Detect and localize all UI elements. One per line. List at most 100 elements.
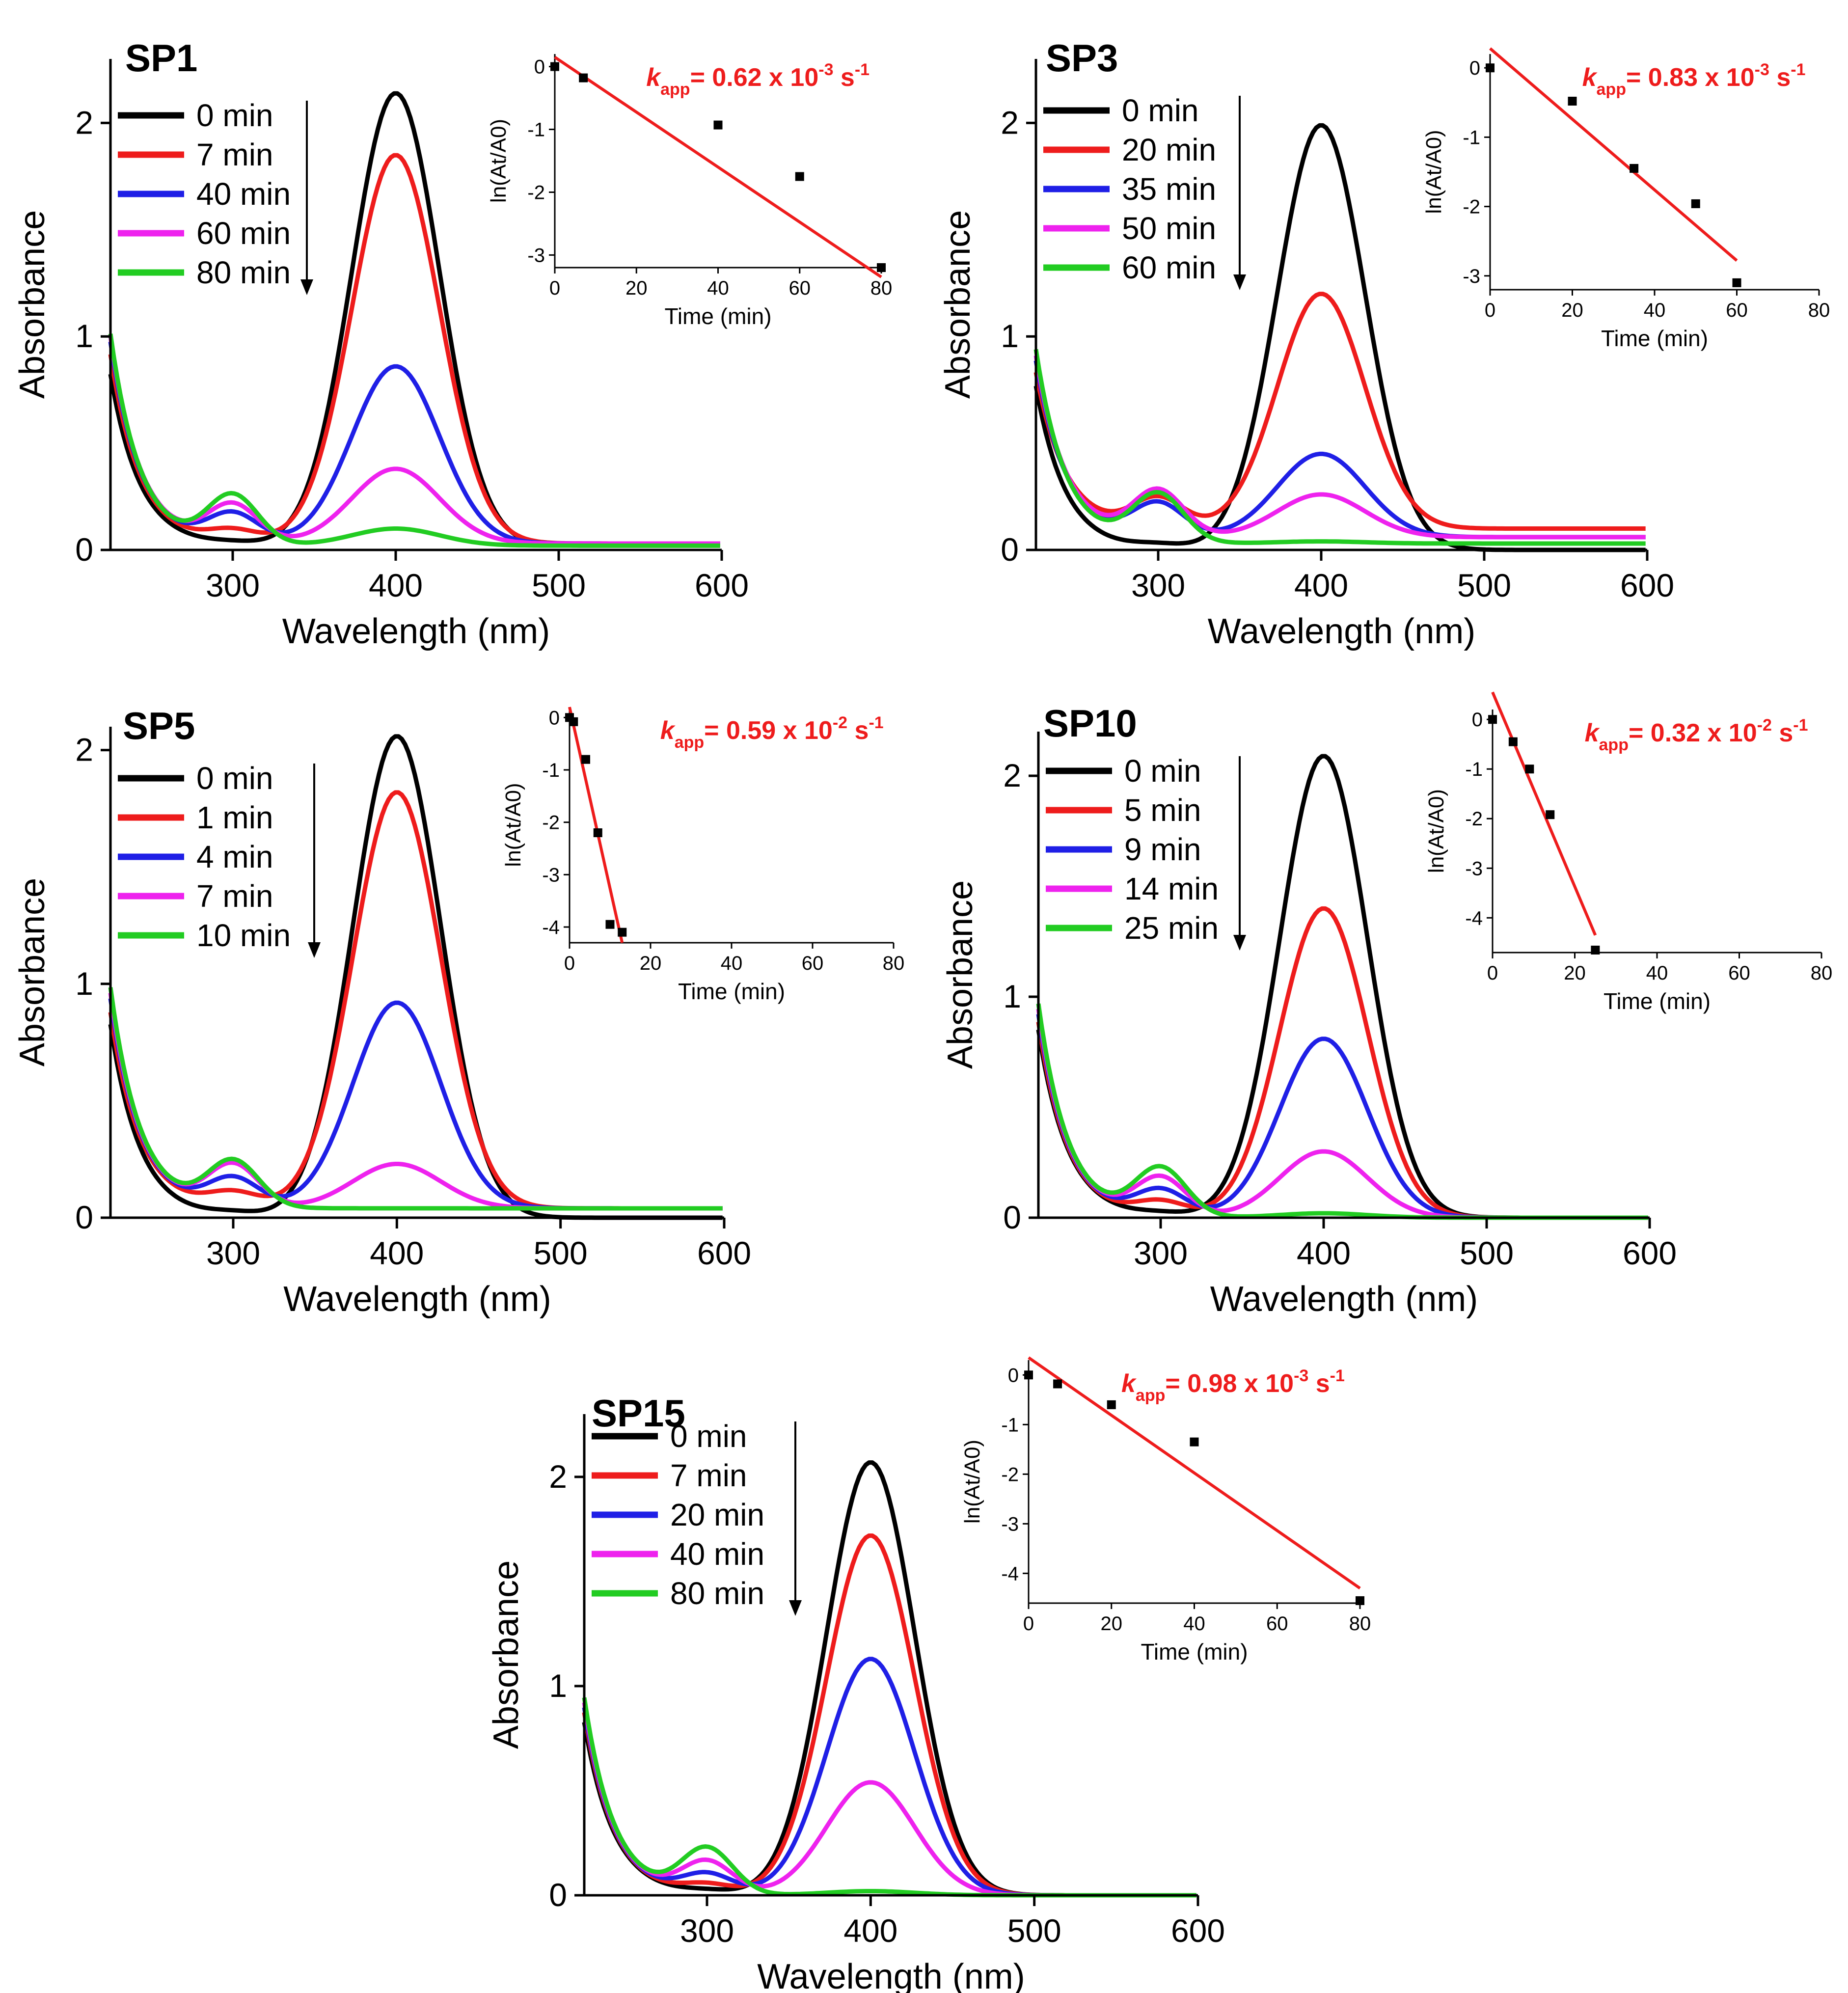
inset-y-tick-label: -4 (542, 917, 560, 938)
series-line-3 (1033, 355, 1646, 540)
inset-x-tick-label: 60 (802, 953, 824, 974)
kapp-kapp-value: = 0.59 x 10 (704, 716, 833, 745)
y-tick-label: 2 (1001, 104, 1019, 140)
series-line-4 (1036, 1003, 1648, 1220)
inset-y-tick-label: 0 (1472, 709, 1483, 731)
inset-plot: 0 20 40 60 80 0 -1 -2 -3 -4 Time (min) ln(At/A0) kap… (960, 1356, 1371, 1665)
kapp-kapp-sub: app (1597, 80, 1626, 99)
data-point (1568, 97, 1577, 106)
fit-line (1028, 1356, 1361, 1590)
inset-x-tick-label: 80 (883, 953, 905, 974)
legend-label: 14 min (1124, 871, 1219, 906)
kapp-kapp-sub: app (660, 80, 690, 99)
inset-x-axis-label: Time (min) (1603, 988, 1711, 1014)
series-line-1 (1036, 906, 1648, 1220)
data-point (1356, 1596, 1364, 1605)
legend-label: 60 min (1122, 250, 1216, 285)
time-arrow-head (308, 942, 321, 958)
x-axis-label: Wavelength (nm) (757, 1957, 1025, 1993)
fit-line (1489, 47, 1738, 262)
data-point (713, 120, 723, 130)
kapp-kapp-exp: -3 (1755, 60, 1769, 79)
kapp-kapp: k (1582, 63, 1598, 92)
inset-x-tick-label: 60 (1266, 1613, 1288, 1635)
inset-x-tick-label: 40 (707, 277, 729, 299)
inset-x-tick-label: 20 (1561, 300, 1583, 321)
inset-x-tick-label: 0 (564, 953, 575, 974)
kapp-annotation: kapp= 0.62 x 10-3 s-1 (646, 60, 870, 99)
kapp-kapp: k (660, 716, 676, 745)
kapp-kapp-sub: app (675, 733, 704, 752)
inset-y-tick-label: -1 (527, 119, 545, 141)
y-tick-label: 0 (1003, 1199, 1021, 1235)
time-arrow-head (1233, 935, 1246, 951)
x-tick-label: 500 (534, 1235, 588, 1271)
series-line-4 (582, 1697, 1196, 1898)
time-arrow-head (300, 279, 313, 295)
kapp-kapp-unit_exp: -1 (869, 713, 883, 732)
data-point (1630, 164, 1639, 173)
kapp-kapp-unit: s (833, 63, 854, 92)
inset-x-tick-label: 40 (1183, 1613, 1205, 1635)
kapp-kapp-exp: -3 (818, 60, 833, 79)
series-line-2 (582, 1657, 1196, 1898)
data-point (1732, 278, 1741, 287)
kapp-kapp-value: = 0.98 x 10 (1165, 1369, 1294, 1398)
panel-title: SP1 (125, 36, 197, 80)
inset-y-tick-label: 0 (549, 707, 560, 729)
kapp-kapp-unit_exp: -1 (1793, 716, 1808, 735)
inset-x-tick-label: 40 (721, 953, 743, 974)
panel-title: SP15 (592, 1392, 685, 1435)
series-line-1 (1033, 292, 1646, 531)
kapp-kapp-unit: s (1772, 719, 1793, 747)
inset-y-tick-label: -4 (1465, 907, 1483, 929)
x-tick-label: 500 (532, 567, 586, 603)
inset-x-axis-label: Time (min) (1601, 326, 1708, 351)
inset-x-tick-label: 80 (1349, 1613, 1371, 1635)
inset-y-tick-label: -1 (1465, 759, 1483, 780)
inset-x-axis-label: Time (min) (664, 303, 771, 329)
x-tick-label: 300 (1134, 1235, 1188, 1271)
inset-y-tick-label: -1 (542, 760, 560, 781)
y-tick-label: 2 (1003, 757, 1021, 793)
inset-y-tick-label: -4 (1001, 1563, 1019, 1584)
inset-x-axis-label: Time (min) (678, 979, 785, 1004)
x-tick-label: 400 (369, 567, 423, 603)
data-point (581, 755, 590, 764)
data-point (618, 928, 627, 937)
data-point (550, 62, 559, 71)
data-point (1107, 1400, 1116, 1409)
legend-label: 7 min (670, 1458, 747, 1493)
x-tick-label: 300 (206, 567, 260, 603)
inset-x-axis-label: Time (min) (1141, 1639, 1248, 1665)
x-axis-label: Wavelength (nm) (1208, 612, 1476, 651)
kapp-kapp-value: = 0.32 x 10 (1629, 719, 1757, 747)
legend-label: 4 min (196, 839, 273, 874)
inset-x-tick-label: 60 (789, 277, 811, 299)
y-tick-label: 1 (1001, 318, 1019, 354)
inset-y-tick-label: 0 (1008, 1365, 1019, 1386)
x-tick-label: 300 (680, 1912, 734, 1949)
y-tick-label: 2 (549, 1458, 567, 1495)
legend-label: 7 min (196, 878, 273, 914)
y-axis-label: Absorbance (938, 210, 978, 399)
legend-label: 35 min (1122, 171, 1216, 207)
time-arrow-head (789, 1600, 802, 1616)
legend-label: 0 min (196, 761, 273, 796)
panel-title: SP10 (1043, 702, 1137, 745)
series-line-4 (108, 987, 723, 1211)
inset-y-tick-label: -3 (542, 864, 560, 886)
kapp-annotation: kapp= 0.98 x 10-3 s-1 (1121, 1366, 1345, 1405)
data-point (877, 263, 886, 272)
inset-x-tick-label: 80 (870, 277, 893, 299)
inset-plot: 0 20 40 60 80 0 -1 -2 -3 Time (min) ln(At/A0) kapp=… (487, 54, 892, 329)
data-point (569, 717, 578, 726)
x-tick-label: 300 (206, 1235, 260, 1271)
inset-x-tick-label: 20 (625, 277, 648, 299)
data-point (1488, 715, 1497, 724)
inset-x-tick-label: 20 (1101, 1613, 1123, 1635)
inset-x-tick-label: 0 (1023, 1613, 1034, 1635)
